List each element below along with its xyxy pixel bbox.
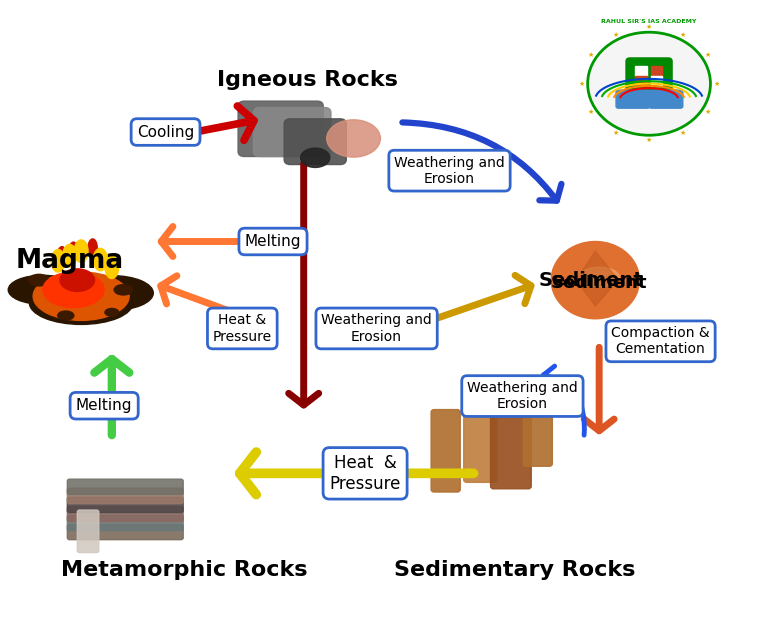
FancyBboxPatch shape [238, 101, 323, 156]
Ellipse shape [71, 276, 154, 310]
Text: RAHUL SIR'S IAS ACADEMY: RAHUL SIR'S IAS ACADEMY [601, 19, 697, 24]
Text: Melting: Melting [245, 234, 301, 249]
Text: ★: ★ [704, 109, 710, 115]
Ellipse shape [300, 148, 329, 167]
Text: ★: ★ [704, 52, 710, 59]
FancyBboxPatch shape [68, 515, 184, 531]
FancyBboxPatch shape [616, 90, 650, 108]
FancyBboxPatch shape [253, 108, 331, 156]
Text: Magma: Magma [15, 248, 124, 274]
Text: Weathering and
Erosion: Weathering and Erosion [394, 156, 505, 185]
Text: ★: ★ [588, 52, 594, 59]
FancyBboxPatch shape [635, 76, 647, 86]
Ellipse shape [63, 244, 77, 267]
Text: Weathering and
Erosion: Weathering and Erosion [467, 381, 578, 411]
FancyBboxPatch shape [464, 416, 497, 482]
Text: Compaction &
Cementation: Compaction & Cementation [611, 327, 710, 356]
Ellipse shape [58, 247, 67, 265]
Polygon shape [576, 251, 618, 306]
FancyBboxPatch shape [523, 413, 552, 466]
Ellipse shape [88, 239, 98, 257]
Text: ★: ★ [612, 32, 618, 37]
Ellipse shape [579, 267, 619, 287]
FancyBboxPatch shape [491, 413, 531, 489]
Ellipse shape [94, 248, 108, 270]
Text: ★: ★ [612, 130, 618, 136]
Ellipse shape [114, 285, 133, 295]
FancyBboxPatch shape [284, 118, 346, 165]
Ellipse shape [33, 272, 129, 320]
Ellipse shape [105, 308, 119, 316]
Text: Sediment: Sediment [551, 274, 647, 292]
FancyBboxPatch shape [68, 488, 184, 504]
Circle shape [588, 32, 710, 135]
FancyBboxPatch shape [649, 90, 683, 108]
Ellipse shape [105, 256, 119, 278]
Text: Metamorphic Rocks: Metamorphic Rocks [61, 560, 308, 580]
Text: ★: ★ [646, 137, 652, 144]
FancyBboxPatch shape [68, 479, 184, 495]
Ellipse shape [29, 281, 133, 325]
Ellipse shape [74, 240, 88, 262]
Text: ★: ★ [680, 32, 686, 37]
Text: Igneous Rocks: Igneous Rocks [217, 70, 398, 91]
FancyBboxPatch shape [68, 524, 184, 540]
Ellipse shape [60, 269, 94, 291]
FancyBboxPatch shape [626, 58, 672, 93]
FancyBboxPatch shape [650, 66, 662, 76]
Text: Weathering and
Erosion: Weathering and Erosion [321, 314, 432, 343]
Ellipse shape [43, 272, 104, 308]
Text: Sedimentary Rocks: Sedimentary Rocks [394, 560, 635, 580]
FancyBboxPatch shape [68, 506, 184, 522]
Text: ★: ★ [680, 130, 686, 136]
Text: Melting: Melting [76, 398, 132, 413]
Ellipse shape [58, 311, 74, 320]
Text: Sediment: Sediment [539, 270, 644, 290]
FancyBboxPatch shape [68, 497, 184, 513]
FancyBboxPatch shape [650, 76, 662, 86]
Ellipse shape [51, 249, 65, 272]
Text: ★: ★ [713, 80, 720, 87]
Ellipse shape [551, 242, 640, 319]
Text: ★: ★ [646, 24, 652, 30]
Text: Heat  &
Pressure: Heat & Pressure [329, 454, 401, 493]
Ellipse shape [326, 120, 380, 157]
Ellipse shape [28, 274, 49, 286]
Text: ★: ★ [588, 109, 594, 115]
Text: Cooling: Cooling [137, 124, 194, 140]
Ellipse shape [8, 276, 78, 305]
Ellipse shape [69, 242, 78, 260]
FancyBboxPatch shape [431, 410, 460, 492]
Text: Heat &
Pressure: Heat & Pressure [213, 314, 272, 343]
Text: ★: ★ [578, 80, 584, 87]
FancyBboxPatch shape [635, 66, 647, 76]
FancyBboxPatch shape [78, 510, 99, 553]
